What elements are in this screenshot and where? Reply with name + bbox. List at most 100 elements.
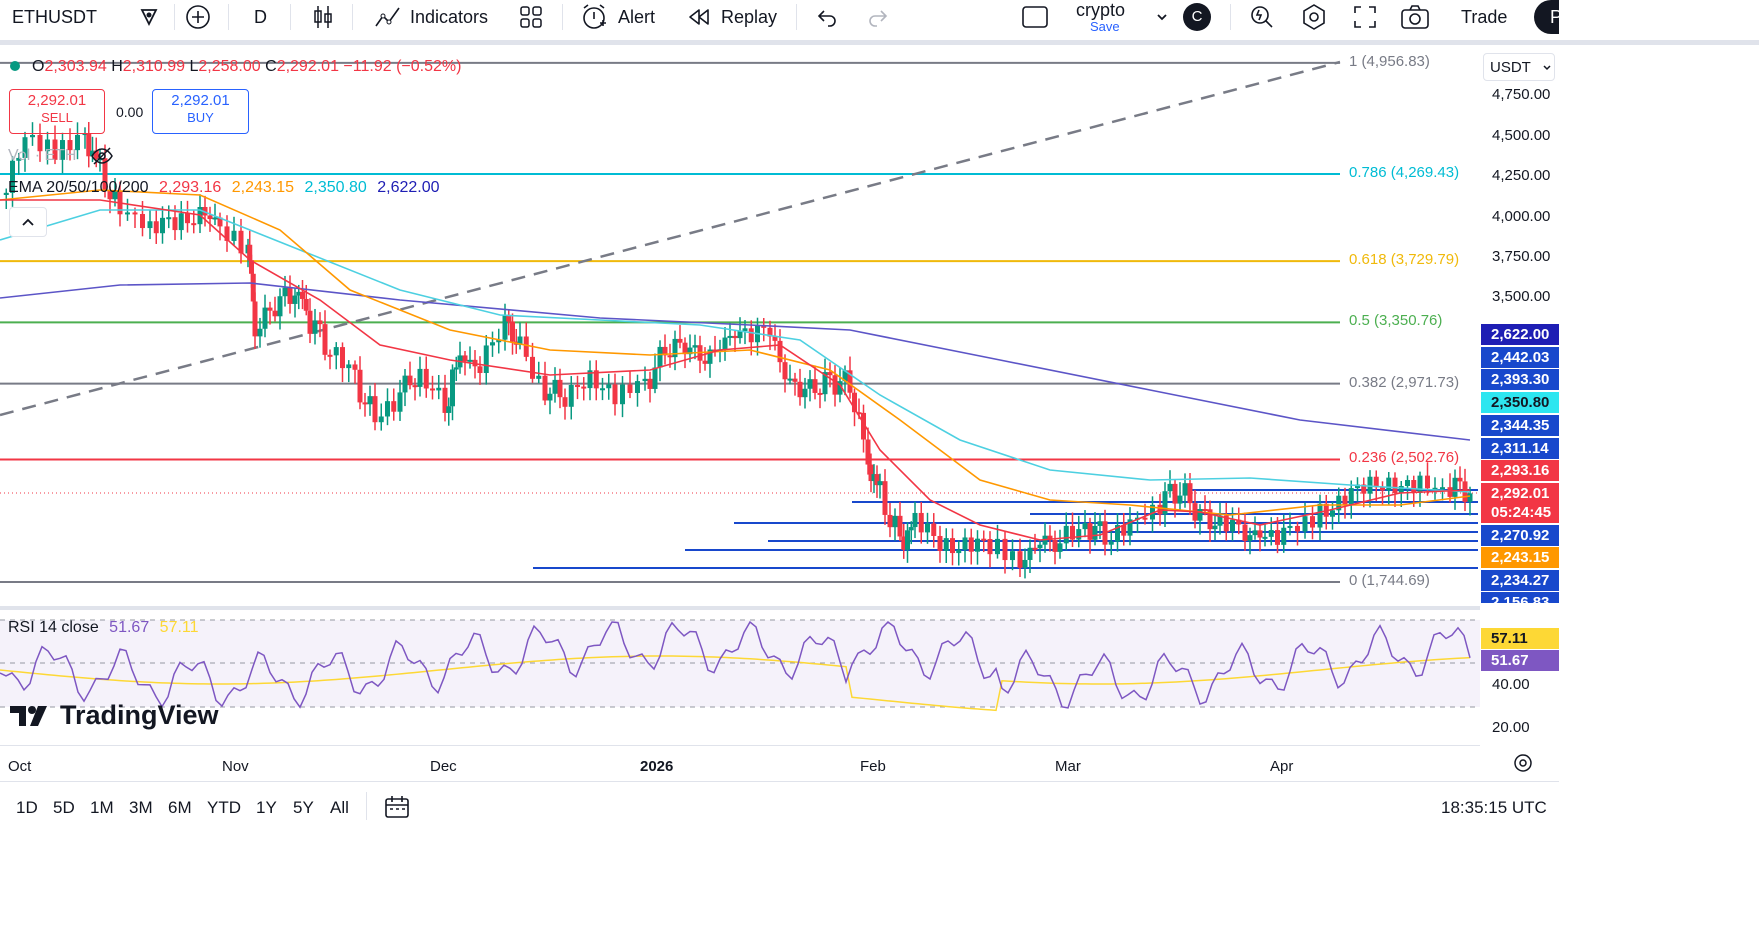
sell-button[interactable]: 2,292.01 SELL (9, 89, 105, 134)
collapse-legend-button[interactable] (9, 207, 47, 237)
candle-body (737, 331, 743, 339)
ema100-line[interactable] (0, 209, 1471, 493)
fullscreen-icon[interactable] (1352, 0, 1378, 34)
watermark-text: TradingView (60, 700, 219, 730)
range-button-ytd[interactable]: YTD (207, 798, 241, 817)
range-button-5y[interactable]: 5Y (293, 798, 314, 817)
publish-button[interactable]: Pu (1534, 0, 1559, 34)
interval-button[interactable]: D (254, 0, 267, 34)
price-scale[interactable]: USDT 4,750.00 4,500.00 4,250.00 4,000.00 3,7… (1480, 45, 1559, 745)
candle-body (600, 388, 605, 391)
candle-body (296, 291, 302, 296)
add-symbol-icon[interactable] (185, 0, 211, 34)
layout-rectangle-icon[interactable] (1021, 0, 1049, 34)
indicators-button[interactable]: Indicators (374, 0, 488, 34)
candle-body (1257, 530, 1263, 538)
candle-body (887, 514, 893, 528)
candle-body (1027, 547, 1033, 560)
range-button-6m[interactable]: 6M (168, 798, 192, 817)
candle-body (975, 538, 980, 552)
fib-level-label: 0.236 (2,502.76) (1349, 449, 1460, 467)
candle-body (1373, 476, 1379, 488)
candle-body (1398, 485, 1404, 494)
currency-select[interactable]: USDT (1483, 53, 1555, 81)
range-button-3m[interactable]: 3M (129, 798, 153, 817)
candle-body (812, 379, 818, 393)
ema100-value: 2,350.80 (304, 179, 367, 196)
settings-gear-icon[interactable] (1300, 0, 1328, 34)
candle-body (868, 464, 874, 482)
time-axis[interactable]: Oct Nov Dec 2026 Feb Mar Apr (0, 745, 1480, 782)
candle-body (1032, 547, 1038, 550)
price-scale-tag: 2,622.00 (1481, 324, 1559, 345)
candle-body (207, 215, 213, 220)
alert-button[interactable]: Alert (580, 0, 655, 34)
candle-body (357, 369, 363, 403)
candle-body (102, 158, 108, 192)
high-label: H (111, 58, 123, 75)
alarm-clock-icon (583, 4, 606, 29)
publish-label: Pu (1550, 7, 1559, 27)
candle-body (367, 396, 373, 405)
hidden-eye-icon[interactable] (90, 146, 114, 171)
candle-body (882, 481, 888, 515)
candle-body (75, 134, 80, 151)
candle-body (742, 328, 748, 332)
candle-body (22, 137, 28, 158)
range-button-1m[interactable]: 1M (90, 798, 114, 817)
rsi-pane[interactable] (0, 610, 1480, 740)
range-button-1d[interactable]: 1D (16, 798, 38, 817)
candle-body (462, 355, 468, 362)
layout-save-button[interactable]: crypto Save (1076, 0, 1146, 34)
candle-body (1411, 480, 1417, 493)
candle-body (1342, 495, 1348, 506)
range-button-5d[interactable]: 5D (53, 798, 75, 817)
price-scale-tag: 2,442.03 (1481, 347, 1559, 368)
candle-body (490, 342, 495, 346)
chevron-up-icon (22, 218, 34, 226)
ema50-line[interactable] (0, 189, 1471, 516)
layouts-grid-icon[interactable] (519, 0, 543, 34)
pane-separator[interactable] (0, 606, 1480, 610)
candles[interactable] (3, 122, 1473, 579)
candle-body (1252, 530, 1258, 536)
chart-settings-icon[interactable] (1512, 752, 1534, 779)
redo-icon[interactable] (866, 0, 890, 34)
candle-body (1217, 515, 1223, 526)
candle-body (702, 360, 708, 364)
candle-body (892, 515, 898, 528)
chart-type-candles-icon[interactable] (312, 0, 334, 34)
replay-button[interactable]: Replay (687, 0, 777, 34)
range-button-all[interactable]: All (330, 798, 349, 817)
price-scale-tag: 2,270.92 (1481, 525, 1559, 546)
rsi-value: 51.67 (109, 619, 150, 636)
top-toolbar: ETHUSDT D Indicators Alert Replay crypto… (0, 0, 1759, 40)
calendar-goto-date-icon[interactable] (384, 794, 410, 825)
trade-button[interactable]: Trade (1461, 0, 1507, 34)
time-axis-label: Feb (860, 758, 886, 775)
candle-body (1355, 484, 1360, 489)
utc-clock[interactable]: 18:35:15 UTC (1441, 798, 1547, 817)
candle-body (861, 412, 866, 440)
trend-line[interactable] (0, 60, 1341, 417)
compare-symbols-icon[interactable] (136, 0, 162, 34)
symbol-search[interactable]: ETHUSDT (12, 0, 97, 34)
ema200-line[interactable] (0, 282, 1471, 441)
range-button-1y[interactable]: 1Y (256, 798, 277, 817)
candle-body (530, 356, 535, 379)
candle-body (300, 291, 305, 299)
chevron-down-icon[interactable] (1155, 0, 1169, 34)
rsi-ma-line[interactable] (0, 655, 1471, 712)
rsi-line[interactable] (0, 620, 1471, 709)
buy-label: BUY (187, 110, 214, 125)
quick-search-lightning-icon[interactable] (1249, 0, 1275, 34)
sell-price: 2,292.01 (27, 92, 87, 109)
main-chart-pane[interactable] (0, 45, 1480, 605)
user-avatar[interactable]: C (1183, 3, 1211, 31)
tradingview-logo[interactable]: TradingView (10, 700, 219, 731)
undo-icon[interactable] (815, 0, 839, 34)
camera-snapshot-icon[interactable] (1400, 0, 1430, 34)
ema20-line[interactable] (0, 199, 1471, 541)
volume-label: Vol · ETH (8, 147, 77, 164)
buy-button[interactable]: 2,292.01 BUY (152, 89, 249, 134)
